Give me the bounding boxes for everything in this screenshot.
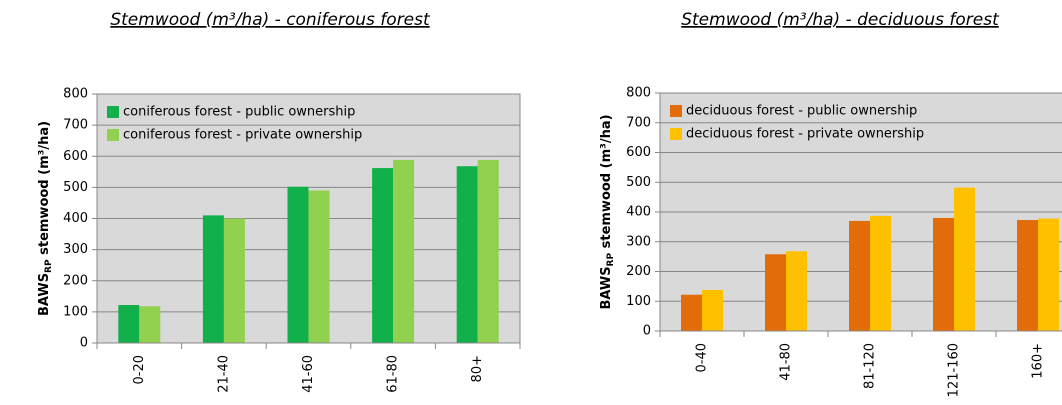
x-tick-label: 160+ — [1031, 343, 1046, 379]
legend-label: coniferous forest - public ownership — [123, 105, 355, 120]
y-label-sub: RP — [606, 253, 616, 267]
bar — [933, 217, 954, 331]
bar — [849, 220, 870, 331]
y-axis-label: BAWSRP stemwood (m³/ha) — [37, 121, 54, 316]
x-tick-label: 0-20 — [132, 355, 147, 385]
y-tick-label: 400 — [63, 211, 88, 226]
bar — [139, 306, 161, 343]
bar — [308, 190, 330, 343]
x-tick-label: 121-160 — [947, 343, 962, 397]
chart-title: Stemwood (m³/ha) - coniferous forest — [110, 10, 431, 30]
y-tick-label: 100 — [63, 304, 88, 319]
bar — [1038, 218, 1059, 331]
bar — [870, 215, 891, 331]
chart-title: Stemwood (m³/ha) - deciduous forest — [681, 10, 1000, 30]
bar — [1017, 220, 1038, 331]
bar — [372, 168, 394, 343]
y-label-rest: stemwood (m³/ha) — [599, 114, 614, 252]
y-label-main: BAWS — [37, 273, 52, 316]
y-tick-label: 800 — [626, 86, 651, 101]
legend-swatch — [107, 129, 119, 141]
y-tick-label: 500 — [63, 180, 88, 195]
y-tick-label: 600 — [63, 149, 88, 164]
x-tick-label: 21-40 — [216, 355, 231, 393]
bar — [954, 187, 975, 331]
y-tick-label: 100 — [626, 294, 651, 309]
y-tick-label: 200 — [63, 273, 88, 288]
legend-swatch — [670, 128, 682, 140]
bar — [202, 215, 224, 343]
legend-label: deciduous forest - private ownership — [686, 127, 924, 142]
y-tick-label: 700 — [63, 118, 88, 133]
y-axis-label: BAWSRP stemwood (m³/ha) — [599, 114, 616, 309]
y-tick-label: 0 — [80, 336, 88, 351]
legend-swatch — [670, 105, 682, 117]
y-tick-label: 600 — [626, 145, 651, 160]
x-tick-label: 0-40 — [695, 343, 710, 373]
bar — [223, 218, 245, 343]
x-tick-label: 61-80 — [386, 355, 401, 393]
y-tick-label: 800 — [63, 87, 88, 102]
bar — [702, 289, 723, 331]
y-tick-label: 700 — [626, 115, 651, 130]
y-tick-label: 400 — [626, 205, 651, 220]
legend-label: coniferous forest - private ownership — [123, 128, 362, 143]
bar — [393, 159, 415, 343]
x-tick-label: 81-120 — [863, 343, 878, 389]
legend-swatch — [107, 106, 119, 118]
y-label-rest: stemwood (m³/ha) — [37, 121, 52, 259]
y-tick-label: 500 — [626, 175, 651, 190]
bar — [287, 186, 309, 343]
x-tick-label: 41-60 — [301, 355, 316, 393]
bar — [681, 294, 702, 331]
bar — [786, 251, 807, 331]
y-tick-label: 300 — [63, 242, 88, 257]
y-label-sub: RP — [44, 259, 54, 273]
y-tick-label: 300 — [626, 234, 651, 249]
y-tick-label: 200 — [626, 264, 651, 279]
y-label-main: BAWS — [599, 266, 614, 309]
bar — [118, 305, 140, 343]
legend-label: deciduous forest - public ownership — [686, 104, 917, 119]
bar — [477, 159, 499, 343]
bar — [765, 254, 786, 331]
y-tick-label: 0 — [643, 324, 651, 339]
x-tick-label: 41-80 — [779, 343, 794, 381]
bar — [456, 166, 478, 343]
x-tick-label: 80+ — [470, 355, 485, 382]
